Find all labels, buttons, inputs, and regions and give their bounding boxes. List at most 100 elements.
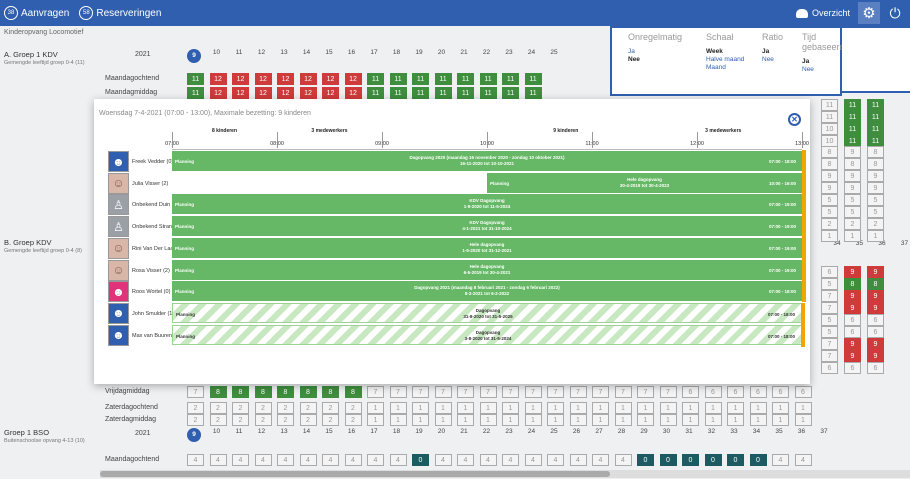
capacity-cell[interactable]: 4 <box>772 454 789 466</box>
capacity-cell[interactable]: 11 <box>844 135 861 147</box>
capacity-cell[interactable]: 9 <box>844 302 861 314</box>
capacity-cell[interactable]: 11 <box>844 99 861 111</box>
capacity-cell[interactable]: 2 <box>344 414 362 426</box>
capacity-cell[interactable]: 11 <box>434 73 452 85</box>
capacity-cell[interactable]: 5 <box>821 314 838 326</box>
capacity-cell[interactable]: 8 <box>821 146 838 158</box>
capacity-cell[interactable]: 1 <box>614 414 632 426</box>
capacity-cell[interactable]: 1 <box>637 414 654 426</box>
capacity-cell[interactable]: 0 <box>659 454 677 466</box>
capacity-cell[interactable]: 8 <box>322 386 339 398</box>
tijd-nee[interactable]: Nee <box>802 66 814 73</box>
capacity-cell[interactable]: 11 <box>479 73 497 85</box>
capacity-cell[interactable]: 5 <box>867 206 884 218</box>
gear-icon[interactable]: ⚙ <box>858 2 880 24</box>
capacity-cell[interactable]: 7 <box>434 386 452 398</box>
capacity-cell[interactable]: 5 <box>867 194 884 206</box>
capacity-cell[interactable]: 1 <box>592 402 609 414</box>
capacity-cell[interactable]: 6 <box>867 326 884 338</box>
capacity-cell[interactable]: 9 <box>867 338 884 350</box>
planning-bar[interactable]: Planning Dagopvang 2021 (maandag 8 februa… <box>172 280 806 303</box>
capacity-cell[interactable]: 11 <box>457 87 474 99</box>
planning-bar[interactable]: Planning Hele dagopvang 30-4-2019 tot 30-4… <box>487 171 806 194</box>
schaal-maand[interactable]: Maand <box>706 64 726 71</box>
capacity-cell[interactable]: 9 <box>867 302 884 314</box>
capacity-cell[interactable]: 1 <box>547 414 564 426</box>
capacity-cell[interactable]: 1 <box>569 414 587 426</box>
capacity-cell[interactable]: 4 <box>254 454 272 466</box>
capacity-cell[interactable]: 7 <box>569 386 587 398</box>
capacity-cell[interactable]: 4 <box>479 454 497 466</box>
capacity-cell[interactable]: 8 <box>299 386 317 398</box>
capacity-cell[interactable]: 2 <box>867 218 884 230</box>
planning-bar[interactable]: Planning KDV Dagopvang 1-9-2020 tot 11-5-2… <box>172 193 806 216</box>
capacity-cell[interactable]: 11 <box>187 73 204 85</box>
capacity-cell[interactable]: 0 <box>749 454 767 466</box>
ratio-nee[interactable]: Nee <box>762 56 774 63</box>
capacity-cell[interactable]: 5 <box>821 278 838 290</box>
capacity-cell[interactable]: 11 <box>389 87 407 99</box>
capacity-cell[interactable]: 0 <box>637 454 654 466</box>
capacity-cell[interactable]: 12 <box>277 73 294 85</box>
capacity-cell[interactable]: 11 <box>524 87 542 99</box>
capacity-cell[interactable]: 2 <box>322 402 339 414</box>
schaal-week[interactable]: Week <box>706 48 723 55</box>
capacity-cell[interactable]: 4 <box>502 454 519 466</box>
capacity-cell[interactable]: 8 <box>277 386 294 398</box>
child-name[interactable]: Julia Visser (2) <box>132 180 169 187</box>
capacity-cell[interactable]: 0 <box>682 454 699 466</box>
capacity-cell[interactable]: 6 <box>749 386 767 398</box>
child-name[interactable]: John Smulder (1) <box>132 310 175 317</box>
capacity-cell[interactable]: 12 <box>344 73 362 85</box>
capacity-cell[interactable]: 4 <box>277 454 294 466</box>
capacity-cell[interactable]: 7 <box>821 338 838 350</box>
capacity-cell[interactable]: 1 <box>821 230 838 242</box>
capacity-cell[interactable]: 1 <box>412 402 429 414</box>
capacity-cell[interactable]: 7 <box>614 386 632 398</box>
week-number[interactable]: 9 <box>187 49 201 63</box>
capacity-cell[interactable]: 11 <box>479 87 497 99</box>
capacity-cell[interactable]: 5 <box>821 326 838 338</box>
scrollbar-thumb[interactable] <box>100 471 610 477</box>
capacity-cell[interactable]: 4 <box>434 454 452 466</box>
capacity-cell[interactable]: 6 <box>867 314 884 326</box>
capacity-cell[interactable]: 9 <box>844 146 861 158</box>
capacity-cell[interactable]: 5 <box>821 206 838 218</box>
power-icon[interactable]: ⏻ <box>889 4 901 21</box>
capacity-cell[interactable]: 0 <box>412 454 429 466</box>
capacity-cell[interactable]: 11 <box>389 73 407 85</box>
capacity-cell[interactable]: 8 <box>867 278 884 290</box>
capacity-cell[interactable]: 1 <box>367 402 384 414</box>
avatar[interactable]: ☺ <box>108 259 129 281</box>
capacity-cell[interactable]: 1 <box>704 402 722 414</box>
capacity-cell[interactable]: 6 <box>794 386 812 398</box>
onregelmatig-nee[interactable]: Nee <box>628 56 640 63</box>
child-name[interactable]: Freek Vedder (0) <box>132 159 174 165</box>
capacity-cell[interactable]: 11 <box>844 123 861 135</box>
capacity-cell[interactable]: 5 <box>821 194 838 206</box>
capacity-cell[interactable]: 8 <box>867 146 884 158</box>
child-name[interactable]: Max van Buuren (0) <box>132 332 181 339</box>
capacity-cell[interactable]: 2 <box>209 402 227 414</box>
capacity-cell[interactable]: 7 <box>659 386 677 398</box>
capacity-cell[interactable]: 1 <box>479 402 497 414</box>
capacity-cell[interactable]: 1 <box>479 414 497 426</box>
capacity-cell[interactable]: 2 <box>254 414 272 426</box>
capacity-cell[interactable]: 4 <box>592 454 609 466</box>
planning-bar[interactable]: Planning Dagopvang 3-8-2020 tot 31-5-2024 0… <box>172 324 805 347</box>
close-icon[interactable]: ✕ <box>788 113 801 126</box>
capacity-cell[interactable]: 12 <box>254 87 272 99</box>
capacity-cell[interactable]: 0 <box>727 454 744 466</box>
avatar[interactable]: ♙ <box>108 194 129 216</box>
capacity-cell[interactable]: 7 <box>821 302 838 314</box>
capacity-cell[interactable]: 2 <box>277 402 294 414</box>
capacity-cell[interactable]: 4 <box>232 454 249 466</box>
week-number[interactable]: 9 <box>187 428 201 442</box>
capacity-cell[interactable]: 11 <box>412 87 429 99</box>
capacity-cell[interactable]: 12 <box>209 87 227 99</box>
capacity-cell[interactable]: 8 <box>821 158 838 170</box>
capacity-cell[interactable]: 2 <box>299 402 317 414</box>
capacity-cell[interactable]: 2 <box>209 414 227 426</box>
capacity-cell[interactable]: 5 <box>844 206 861 218</box>
capacity-cell[interactable]: 11 <box>524 73 542 85</box>
